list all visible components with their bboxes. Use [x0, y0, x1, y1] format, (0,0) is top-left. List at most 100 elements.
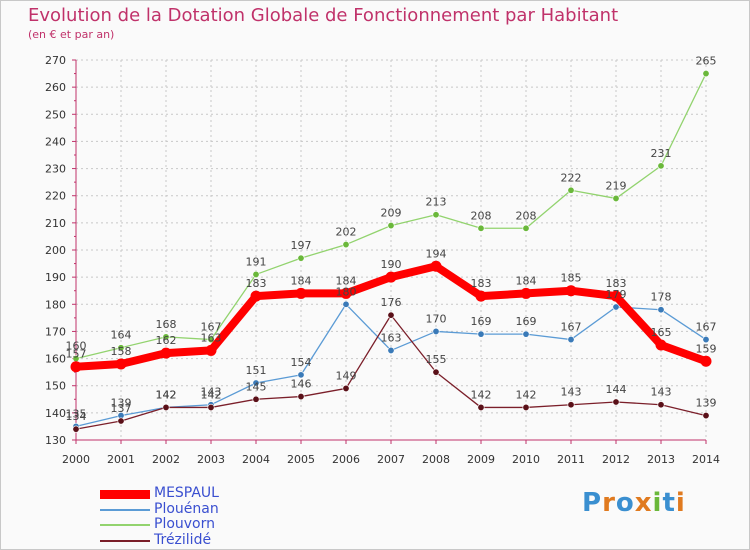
data-label: 164 — [111, 329, 132, 342]
chart-title: Evolution de la Dotation Globale de Fonc… — [28, 5, 619, 26]
data-label: 169 — [516, 315, 537, 328]
data-point — [432, 211, 440, 219]
legend-label: Plouénan — [154, 500, 219, 517]
y-tick-label: 270 — [45, 54, 66, 67]
x-tick-label: 2011 — [557, 453, 585, 466]
data-point — [205, 344, 217, 356]
logo-letter: o — [615, 488, 635, 518]
data-label: 139 — [696, 397, 717, 410]
y-tick-label: 230 — [45, 163, 66, 176]
y-tick-label: 210 — [45, 217, 66, 230]
data-point — [70, 361, 82, 373]
data-label: 142 — [471, 388, 492, 401]
data-label: 184 — [516, 274, 537, 287]
data-point — [612, 194, 620, 202]
data-label: 143 — [651, 386, 672, 399]
data-label: 178 — [651, 291, 672, 304]
data-label: 134 — [66, 410, 87, 423]
data-label: 219 — [606, 179, 627, 192]
data-label: 167 — [561, 321, 582, 334]
x-tick-label: 2000 — [62, 453, 90, 466]
data-point — [565, 285, 577, 297]
data-point — [702, 70, 710, 78]
data-point — [250, 290, 262, 302]
data-label: 162 — [156, 334, 177, 347]
y-tick-label: 260 — [45, 81, 66, 94]
data-point — [115, 358, 127, 370]
data-label: 143 — [561, 386, 582, 399]
y-tick-label: 180 — [45, 298, 66, 311]
data-point — [477, 330, 485, 338]
data-label: 157 — [66, 348, 87, 361]
data-point — [117, 344, 125, 352]
data-point — [207, 336, 215, 344]
x-tick-label: 2009 — [467, 453, 495, 466]
logo-letter: r — [602, 488, 616, 518]
data-point — [520, 287, 532, 299]
data-label: 202 — [336, 226, 357, 239]
data-label: 163 — [201, 331, 222, 344]
data-point — [387, 346, 395, 354]
data-label: 183 — [246, 277, 267, 290]
data-point — [612, 398, 620, 406]
data-label: 151 — [246, 364, 267, 377]
data-point — [432, 368, 440, 376]
x-tick-label: 2003 — [197, 453, 225, 466]
data-point — [702, 412, 710, 420]
data-point — [162, 333, 170, 341]
legend-swatch — [100, 489, 150, 499]
data-point — [252, 379, 260, 387]
data-point — [567, 401, 575, 409]
data-label: 167 — [696, 321, 717, 334]
data-point — [522, 403, 530, 411]
x-tick-label: 2004 — [242, 453, 270, 466]
data-point — [342, 300, 350, 308]
x-tick-label: 2013 — [647, 453, 675, 466]
data-point — [342, 241, 350, 249]
data-point — [522, 330, 530, 338]
legend-label: Trézilidé — [154, 531, 212, 548]
legend-swatch — [100, 524, 150, 526]
data-label: 142 — [201, 388, 222, 401]
data-label: 158 — [111, 345, 132, 358]
data-point — [387, 311, 395, 319]
data-point — [72, 425, 80, 433]
x-tick-label: 2005 — [287, 453, 315, 466]
data-label: 142 — [516, 388, 537, 401]
data-label: 170 — [426, 312, 447, 325]
data-label: 183 — [606, 277, 627, 290]
data-label: 209 — [381, 207, 402, 220]
data-point — [612, 303, 620, 311]
data-label: 168 — [156, 318, 177, 331]
data-point — [385, 271, 397, 283]
data-point — [475, 290, 487, 302]
x-tick-label: 2006 — [332, 453, 360, 466]
data-point — [657, 401, 665, 409]
data-label: 194 — [426, 247, 447, 260]
data-label: 159 — [696, 342, 717, 355]
data-point — [477, 224, 485, 232]
y-tick-label: 190 — [45, 271, 66, 284]
data-label: 184 — [336, 274, 357, 287]
data-label: 142 — [156, 388, 177, 401]
data-label: 222 — [561, 171, 582, 184]
x-tick-label: 2002 — [152, 453, 180, 466]
legend-label: MESPAUL — [154, 485, 219, 501]
y-tick-label: 200 — [45, 244, 66, 257]
data-point — [432, 327, 440, 335]
data-label: 179 — [606, 288, 627, 301]
logo-letter: i — [675, 488, 686, 518]
y-tick-label: 160 — [45, 353, 66, 366]
x-tick-label: 2007 — [377, 453, 405, 466]
data-point — [342, 384, 350, 392]
y-tick-label: 220 — [45, 190, 66, 203]
data-label: 143 — [201, 386, 222, 399]
data-label: 231 — [651, 147, 672, 160]
data-label: 139 — [111, 397, 132, 410]
data-point — [207, 403, 215, 411]
data-label: 176 — [381, 296, 402, 309]
data-label: 142 — [156, 388, 177, 401]
y-tick-label: 250 — [45, 108, 66, 121]
data-point — [522, 224, 530, 232]
